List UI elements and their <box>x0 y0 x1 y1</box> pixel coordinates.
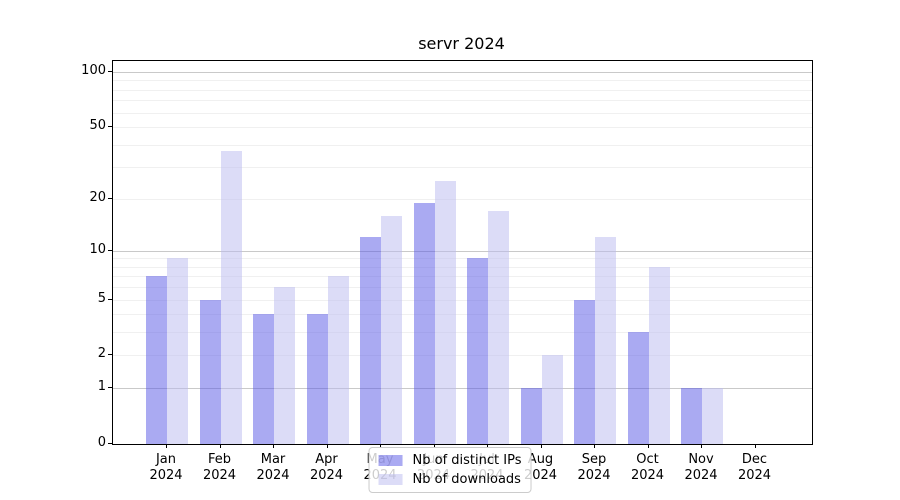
bar-distinct-ips <box>199 299 221 444</box>
x-axis-tick <box>594 444 595 448</box>
y-axis-label: 5 <box>97 290 106 306</box>
minor-gridline <box>113 276 812 278</box>
bar-downloads <box>167 258 188 444</box>
x-axis-tick <box>540 444 542 448</box>
x-axis-tick <box>273 444 274 448</box>
legend-swatch <box>378 455 403 466</box>
minor-gridline <box>113 287 812 289</box>
bar-distinct-ips <box>574 299 595 444</box>
legend-label: Nb of downloads <box>412 472 521 487</box>
minor-gridline <box>113 266 812 268</box>
y-axis-label: 20 <box>89 189 106 205</box>
bar-distinct-ips <box>360 237 381 444</box>
y-axis-tick <box>108 298 112 300</box>
minor-gridline <box>113 355 812 357</box>
x-axis-tick <box>754 444 756 448</box>
y-axis-tick <box>108 443 112 444</box>
major-gridline <box>113 250 812 252</box>
minor-gridline <box>113 89 812 91</box>
bar-downloads <box>595 237 616 444</box>
x-axis-tick <box>380 444 381 448</box>
minor-gridline <box>113 127 812 129</box>
y-axis-tick <box>108 197 112 199</box>
bar-downloads <box>488 211 509 444</box>
bar-downloads <box>702 388 723 444</box>
chart-title: servr 2024 <box>418 34 505 53</box>
y-axis-label: 100 <box>81 63 106 78</box>
y-axis-tick <box>108 249 112 251</box>
bar-downloads <box>434 181 456 444</box>
plot-area <box>112 60 813 445</box>
minor-gridline <box>113 258 812 260</box>
minor-gridline <box>113 167 812 169</box>
bar-downloads <box>327 276 349 444</box>
minor-gridline <box>113 100 812 102</box>
bar-distinct-ips <box>146 276 167 444</box>
minor-gridline <box>113 299 812 301</box>
bar-distinct-ips <box>253 314 274 444</box>
minor-gridline <box>113 314 812 316</box>
bar-downloads <box>220 150 242 444</box>
minor-gridline <box>113 80 812 82</box>
x-axis-label: Oct 2024 <box>630 452 665 483</box>
legend-item-downloads: Nb of downloads <box>378 472 522 487</box>
bar-downloads <box>541 355 563 444</box>
x-axis-tick <box>701 444 702 448</box>
x-axis-label: Mar 2024 <box>256 452 290 483</box>
x-axis-label: Dec 2024 <box>737 452 772 483</box>
major-gridline <box>113 388 812 390</box>
y-axis-label: 10 <box>89 241 106 257</box>
legend-item-distinct-ips: Nb of distinct IPs <box>378 453 522 468</box>
y-axis-tick <box>108 126 112 128</box>
major-gridline <box>113 72 812 73</box>
y-axis-label: 2 <box>97 346 106 362</box>
x-axis-label: Aug 2024 <box>523 452 558 483</box>
y-axis-label: 0 <box>97 435 106 450</box>
y-axis-tick <box>108 354 112 356</box>
y-axis-tick <box>108 71 112 72</box>
x-axis-label: Jan 2024 <box>149 452 183 483</box>
y-axis-label: 50 <box>89 118 106 134</box>
bar-downloads <box>648 266 670 444</box>
x-axis-tick <box>487 444 488 448</box>
bar-distinct-ips <box>681 388 702 444</box>
x-axis-label: Sep 2024 <box>577 452 611 483</box>
x-axis-tick <box>166 444 167 448</box>
x-axis-tick <box>219 444 221 448</box>
minor-gridline <box>113 332 812 334</box>
legend-swatch <box>378 474 403 485</box>
bar-downloads <box>381 215 402 444</box>
x-axis-tick <box>433 444 435 448</box>
minor-gridline <box>113 144 812 146</box>
y-axis-tick <box>108 387 112 389</box>
y-axis-label: 1 <box>97 379 106 395</box>
x-axis-tick <box>326 444 328 448</box>
x-axis-label: Apr 2024 <box>309 452 344 483</box>
bar-distinct-ips <box>306 314 328 444</box>
bar-distinct-ips <box>627 332 649 444</box>
bar-distinct-ips <box>467 258 488 444</box>
minor-gridline <box>113 198 812 200</box>
legend: Nb of distinct IPs Nb of downloads <box>368 447 532 493</box>
minor-gridline <box>113 112 812 114</box>
x-axis-tick <box>647 444 649 448</box>
bar-distinct-ips <box>520 388 542 444</box>
bar-downloads <box>274 287 295 444</box>
bar-distinct-ips <box>413 202 435 444</box>
x-axis-label: Feb 2024 <box>202 452 237 483</box>
x-axis-label: Nov 2024 <box>684 452 718 483</box>
legend-label: Nb of distinct IPs <box>412 453 522 468</box>
